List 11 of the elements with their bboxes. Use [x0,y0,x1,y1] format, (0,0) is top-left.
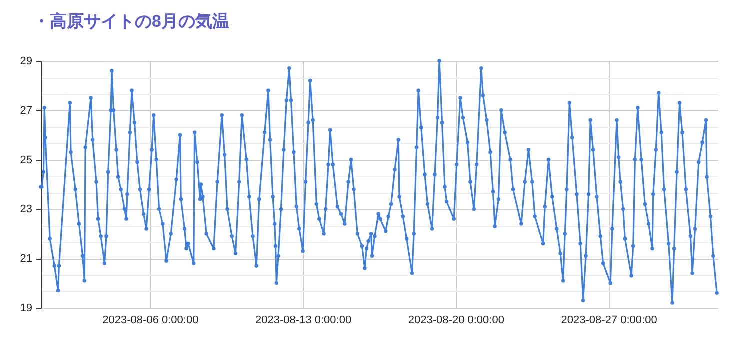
x-tick-label: 2023-08-20 0:00:00 [408,314,504,326]
y-tick-label: 25 [20,154,32,166]
x-tick-label: 2023-08-27 0:00:00 [561,314,658,326]
x-tick-label: 2023-08-13 0:00:00 [256,314,352,326]
y-tick-label: 27 [20,104,32,117]
y-tick-label: 19 [20,302,32,314]
chart-title: ・高原サイトの8月の気温 [33,12,230,31]
y-tick-label: 23 [20,204,32,216]
y-tick-label: 29 [20,56,32,68]
y-tick-label: 21 [20,253,32,266]
x-tick-label: 2023-08-06 0:00:00 [102,314,199,326]
